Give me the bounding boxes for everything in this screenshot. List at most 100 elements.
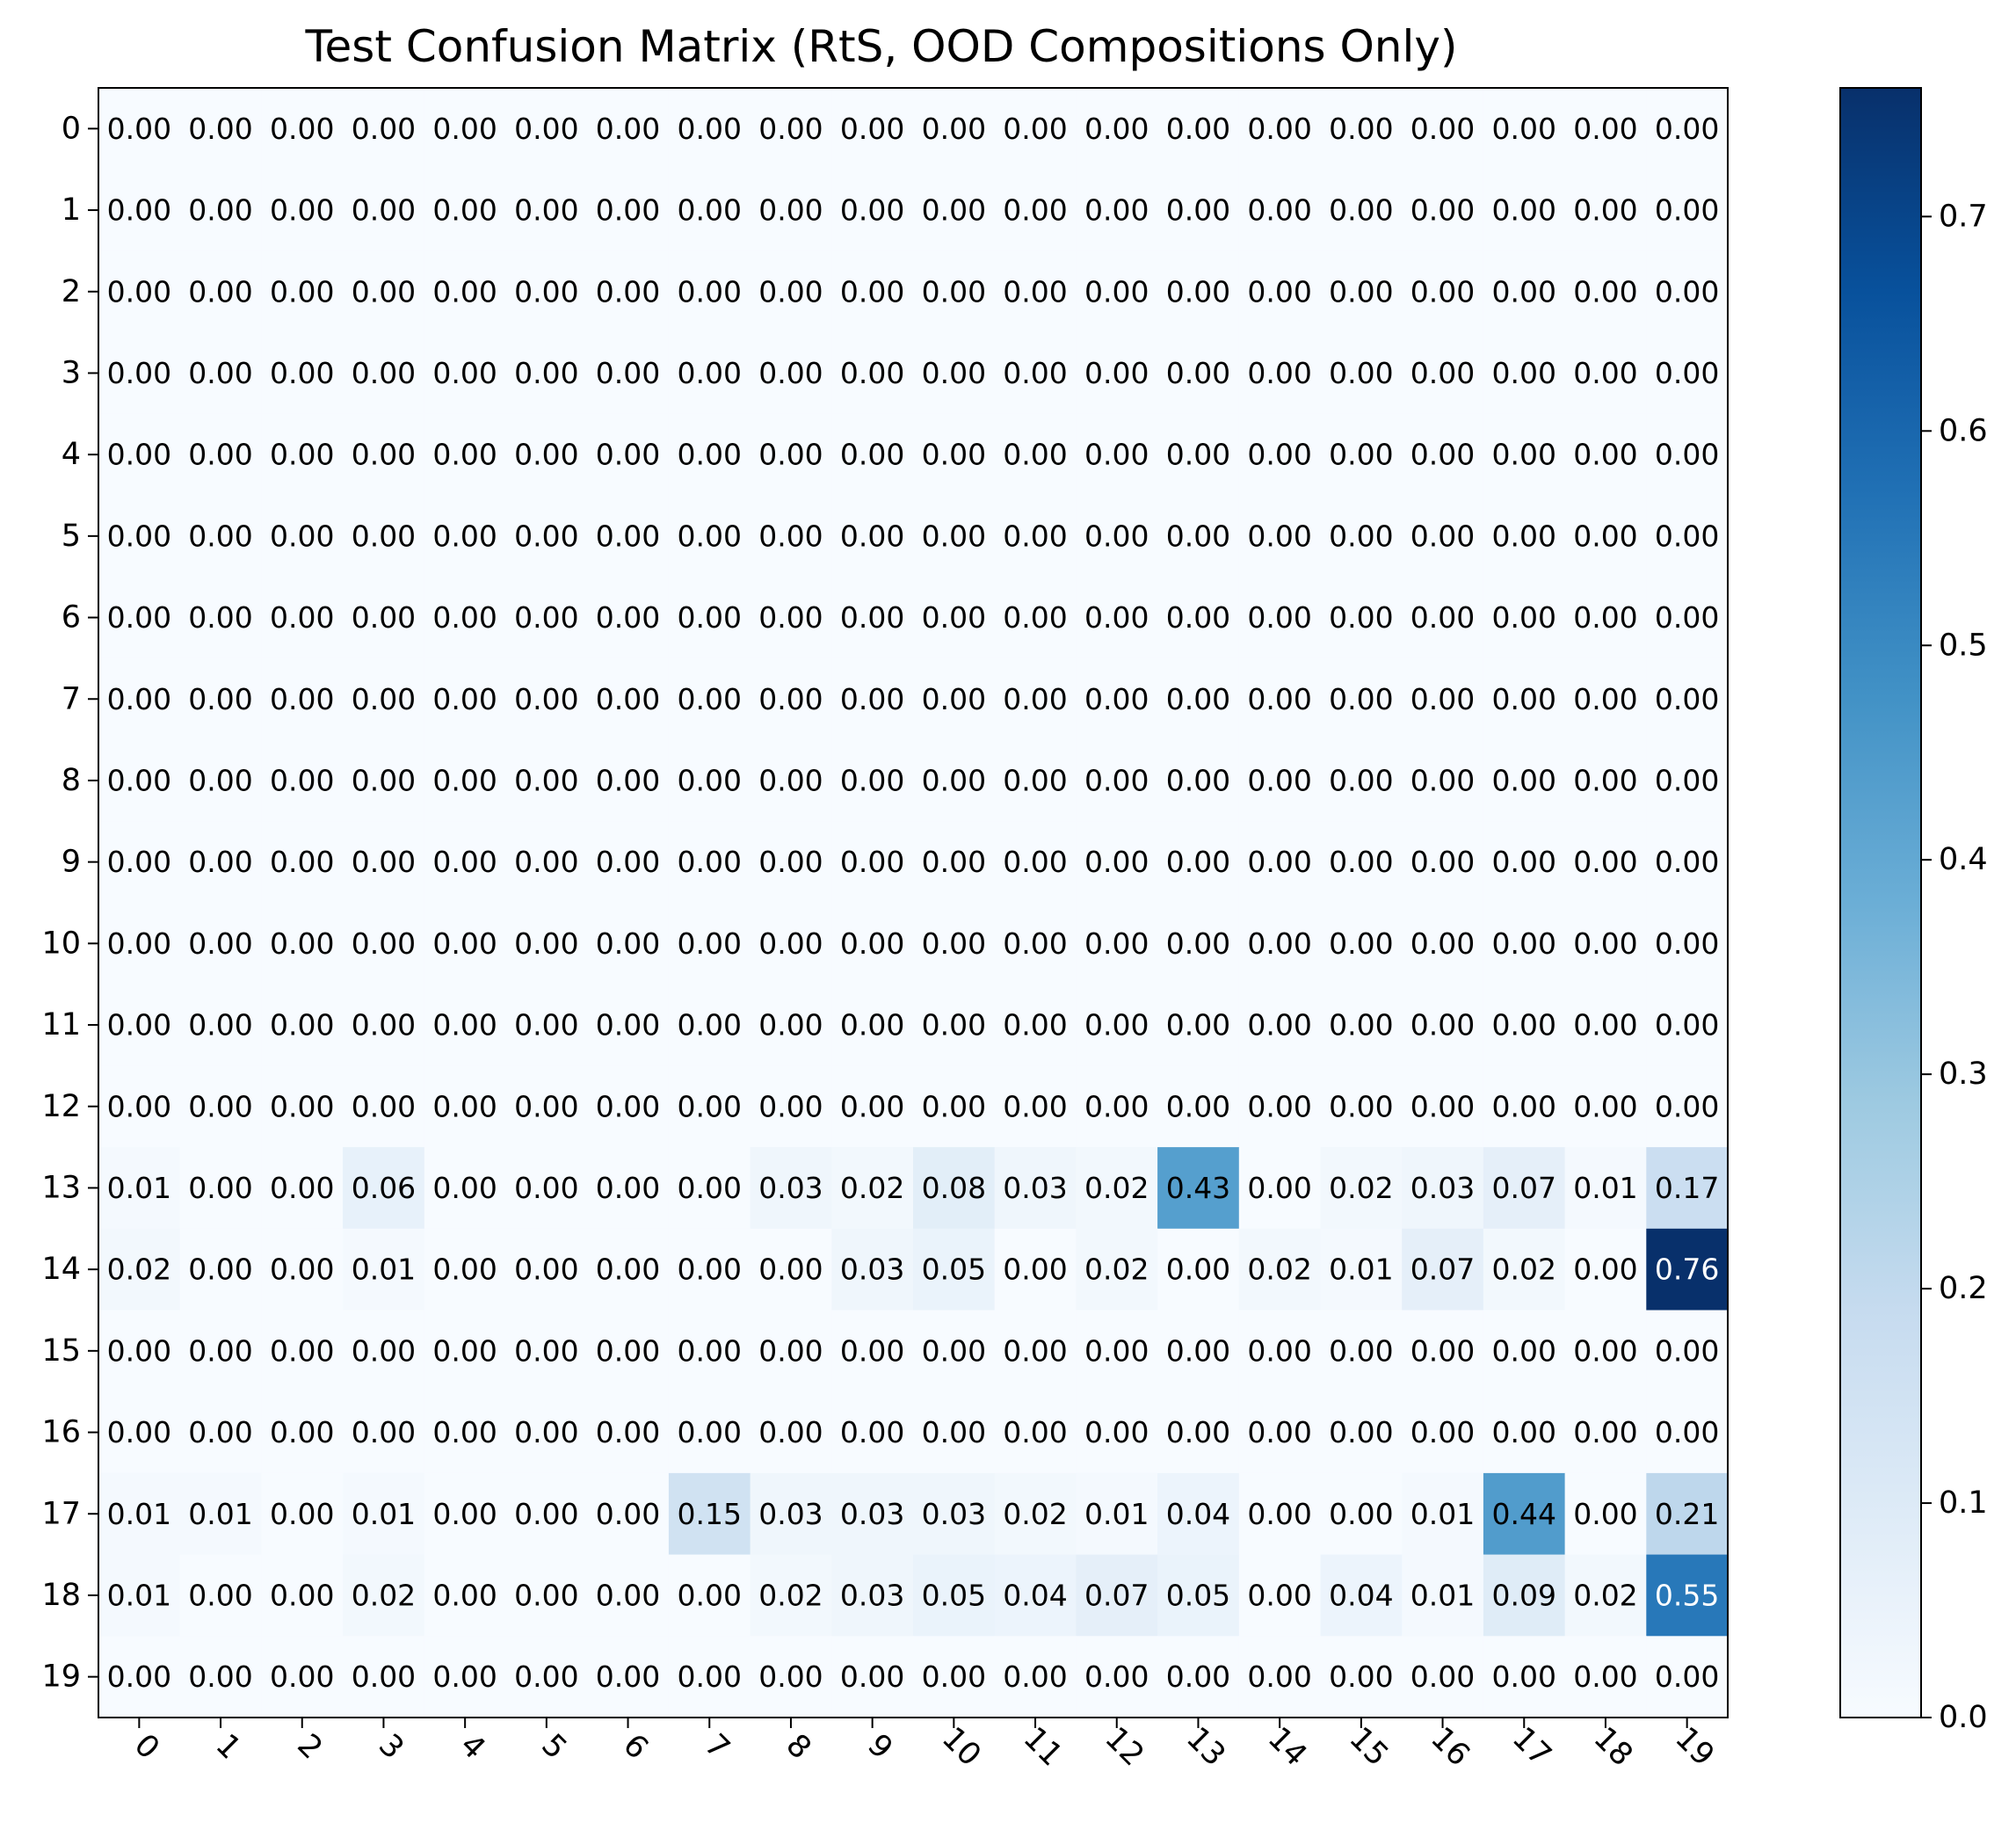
heatmap-cell-r12-c16 [1402,1065,1484,1148]
heatmap-cell-r9-c13 [1157,821,1240,904]
cell-value-label: 0.00 [840,1089,904,1123]
cell-value-label: 0.00 [678,763,742,797]
heatmap-cell-r19-c19 [1646,1636,1729,1718]
cell-value-label: 0.00 [678,926,742,961]
cell-value-label: 0.00 [1003,193,1067,228]
heatmap-cell-r0-c10 [913,88,996,171]
heatmap-cell-r2-c19 [1646,251,1729,333]
heatmap-cell-r18-c15 [1320,1554,1403,1637]
cell-value-label: 0.00 [188,763,252,797]
cell-value-label: 0.00 [432,763,497,797]
cell-value-label: 0.00 [432,356,497,390]
heatmap-cell-r0-c15 [1320,88,1403,171]
cell-value-label: 0.00 [1655,1415,1719,1449]
cell-value-label: 0.00 [1492,1660,1556,1694]
cell-value-label: 0.00 [1247,1008,1311,1042]
heatmap-cell-r1-c5 [505,169,588,251]
cell-value-label: 0.00 [432,112,497,146]
cell-value-label: 0.00 [922,112,986,146]
cell-value-label: 0.00 [1573,845,1637,879]
cell-value-label: 0.00 [270,519,334,553]
cell-value-label: 0.00 [107,1089,171,1123]
heatmap-cell-r6-c14 [1238,577,1322,659]
cell-value-label: 0.00 [1084,1333,1149,1368]
heatmap-cell-r4-c0 [98,413,181,497]
heatmap-cell-r5-c13 [1157,495,1240,577]
heatmap-cell-r13-c10 [913,1147,996,1230]
heatmap-cell-r9-c10 [913,821,996,904]
heatmap-cell-r10-c16 [1402,903,1484,985]
heatmap-cell-r14-c1 [179,1228,262,1311]
cell-value-label: 0.00 [514,193,578,228]
cell-value-label: 0.00 [922,845,986,879]
cell-value-label: 0.00 [514,112,578,146]
cell-value-label: 0.00 [678,356,742,390]
cell-value-label: 0.01 [1084,1497,1149,1531]
heatmap-cell-r6-c2 [261,577,344,659]
heatmap-cell-r5-c12 [1076,495,1158,577]
heatmap-cell-r17-c4 [424,1472,507,1556]
cell-value-label: 0.00 [1166,1333,1230,1368]
cell-value-label: 0.00 [352,1089,416,1123]
cell-value-label: 0.00 [352,112,416,146]
heatmap-cell-r10-c14 [1238,903,1322,985]
heatmap-cell-r13-c17 [1483,1147,1566,1230]
heatmap-cell-r18-c18 [1564,1554,1647,1637]
colorbar-tick-label: 0.6 [1939,413,1988,448]
heatmap-cell-r2-c10 [913,251,996,333]
cell-value-label: 0.00 [432,1660,497,1694]
cell-value-label: 0.00 [1003,682,1067,716]
cell-value-label: 0.00 [1247,845,1311,879]
heatmap-cell-r6-c8 [750,577,832,659]
heatmap-cell-r16-c5 [505,1391,588,1474]
cell-value-label: 0.00 [840,600,904,635]
cell-value-label: 0.07 [1084,1578,1149,1612]
heatmap-cell-r16-c18 [1564,1391,1647,1474]
heatmap-cell-r11-c7 [668,984,751,1066]
heatmap-cell-r10-c6 [587,903,670,985]
cell-value-label: 0.00 [922,1008,986,1042]
heatmap-cell-r8-c12 [1076,739,1158,822]
heatmap-cell-r13-c0 [98,1147,181,1230]
cell-value-label: 0.00 [432,1415,497,1449]
cell-value-label: 0.43 [1166,1171,1230,1205]
cell-value-label: 0.00 [596,1660,660,1694]
cell-value-label: 0.00 [922,682,986,716]
cell-value-label: 0.00 [1084,682,1149,716]
cell-value-label: 0.00 [1084,926,1149,961]
cell-value-label: 0.00 [596,1171,660,1205]
cell-value-label: 0.00 [678,1415,742,1449]
heatmap-cell-r11-c11 [994,984,1077,1066]
heatmap-cell-r2-c18 [1564,251,1647,333]
cell-value-label: 0.00 [514,438,578,472]
heatmap-cell-r2-c13 [1157,251,1240,333]
cell-value-label: 0.00 [514,600,578,635]
heatmap-cell-r13-c15 [1320,1147,1403,1230]
cell-value-label: 0.00 [188,1333,252,1368]
cell-value-label: 0.00 [596,1497,660,1531]
cell-value-label: 0.15 [678,1497,742,1531]
heatmap-cell-r1-c15 [1320,169,1403,251]
heatmap-cell-r5-c14 [1238,495,1322,577]
heatmap-cell-r17-c18 [1564,1472,1647,1556]
heatmap-cell-r0-c8 [750,88,832,171]
heatmap-cell-r14-c9 [831,1228,914,1311]
cell-value-label: 0.00 [1247,926,1311,961]
cell-value-label: 0.00 [678,1578,742,1612]
heatmap-cell-r18-c12 [1076,1554,1158,1637]
cell-value-label: 0.00 [514,356,578,390]
cell-value-label: 0.00 [596,356,660,390]
cell-value-label: 0.01 [352,1497,416,1531]
heatmap-cell-r12-c5 [505,1065,588,1148]
cell-value-label: 0.07 [1410,1253,1475,1287]
heatmap-cell-r11-c19 [1646,984,1729,1066]
heatmap-cell-r10-c12 [1076,903,1158,985]
cell-value-label: 0.00 [596,1415,660,1449]
heatmap-cell-r6-c0 [98,577,181,659]
cell-value-label: 0.05 [922,1578,986,1612]
cell-value-label: 0.00 [1003,1333,1067,1368]
heatmap-cell-r15-c5 [505,1310,588,1392]
cell-value-label: 0.00 [922,1089,986,1123]
cell-value-label: 0.00 [270,1008,334,1042]
heatmap-cell-r2-c6 [587,251,670,333]
